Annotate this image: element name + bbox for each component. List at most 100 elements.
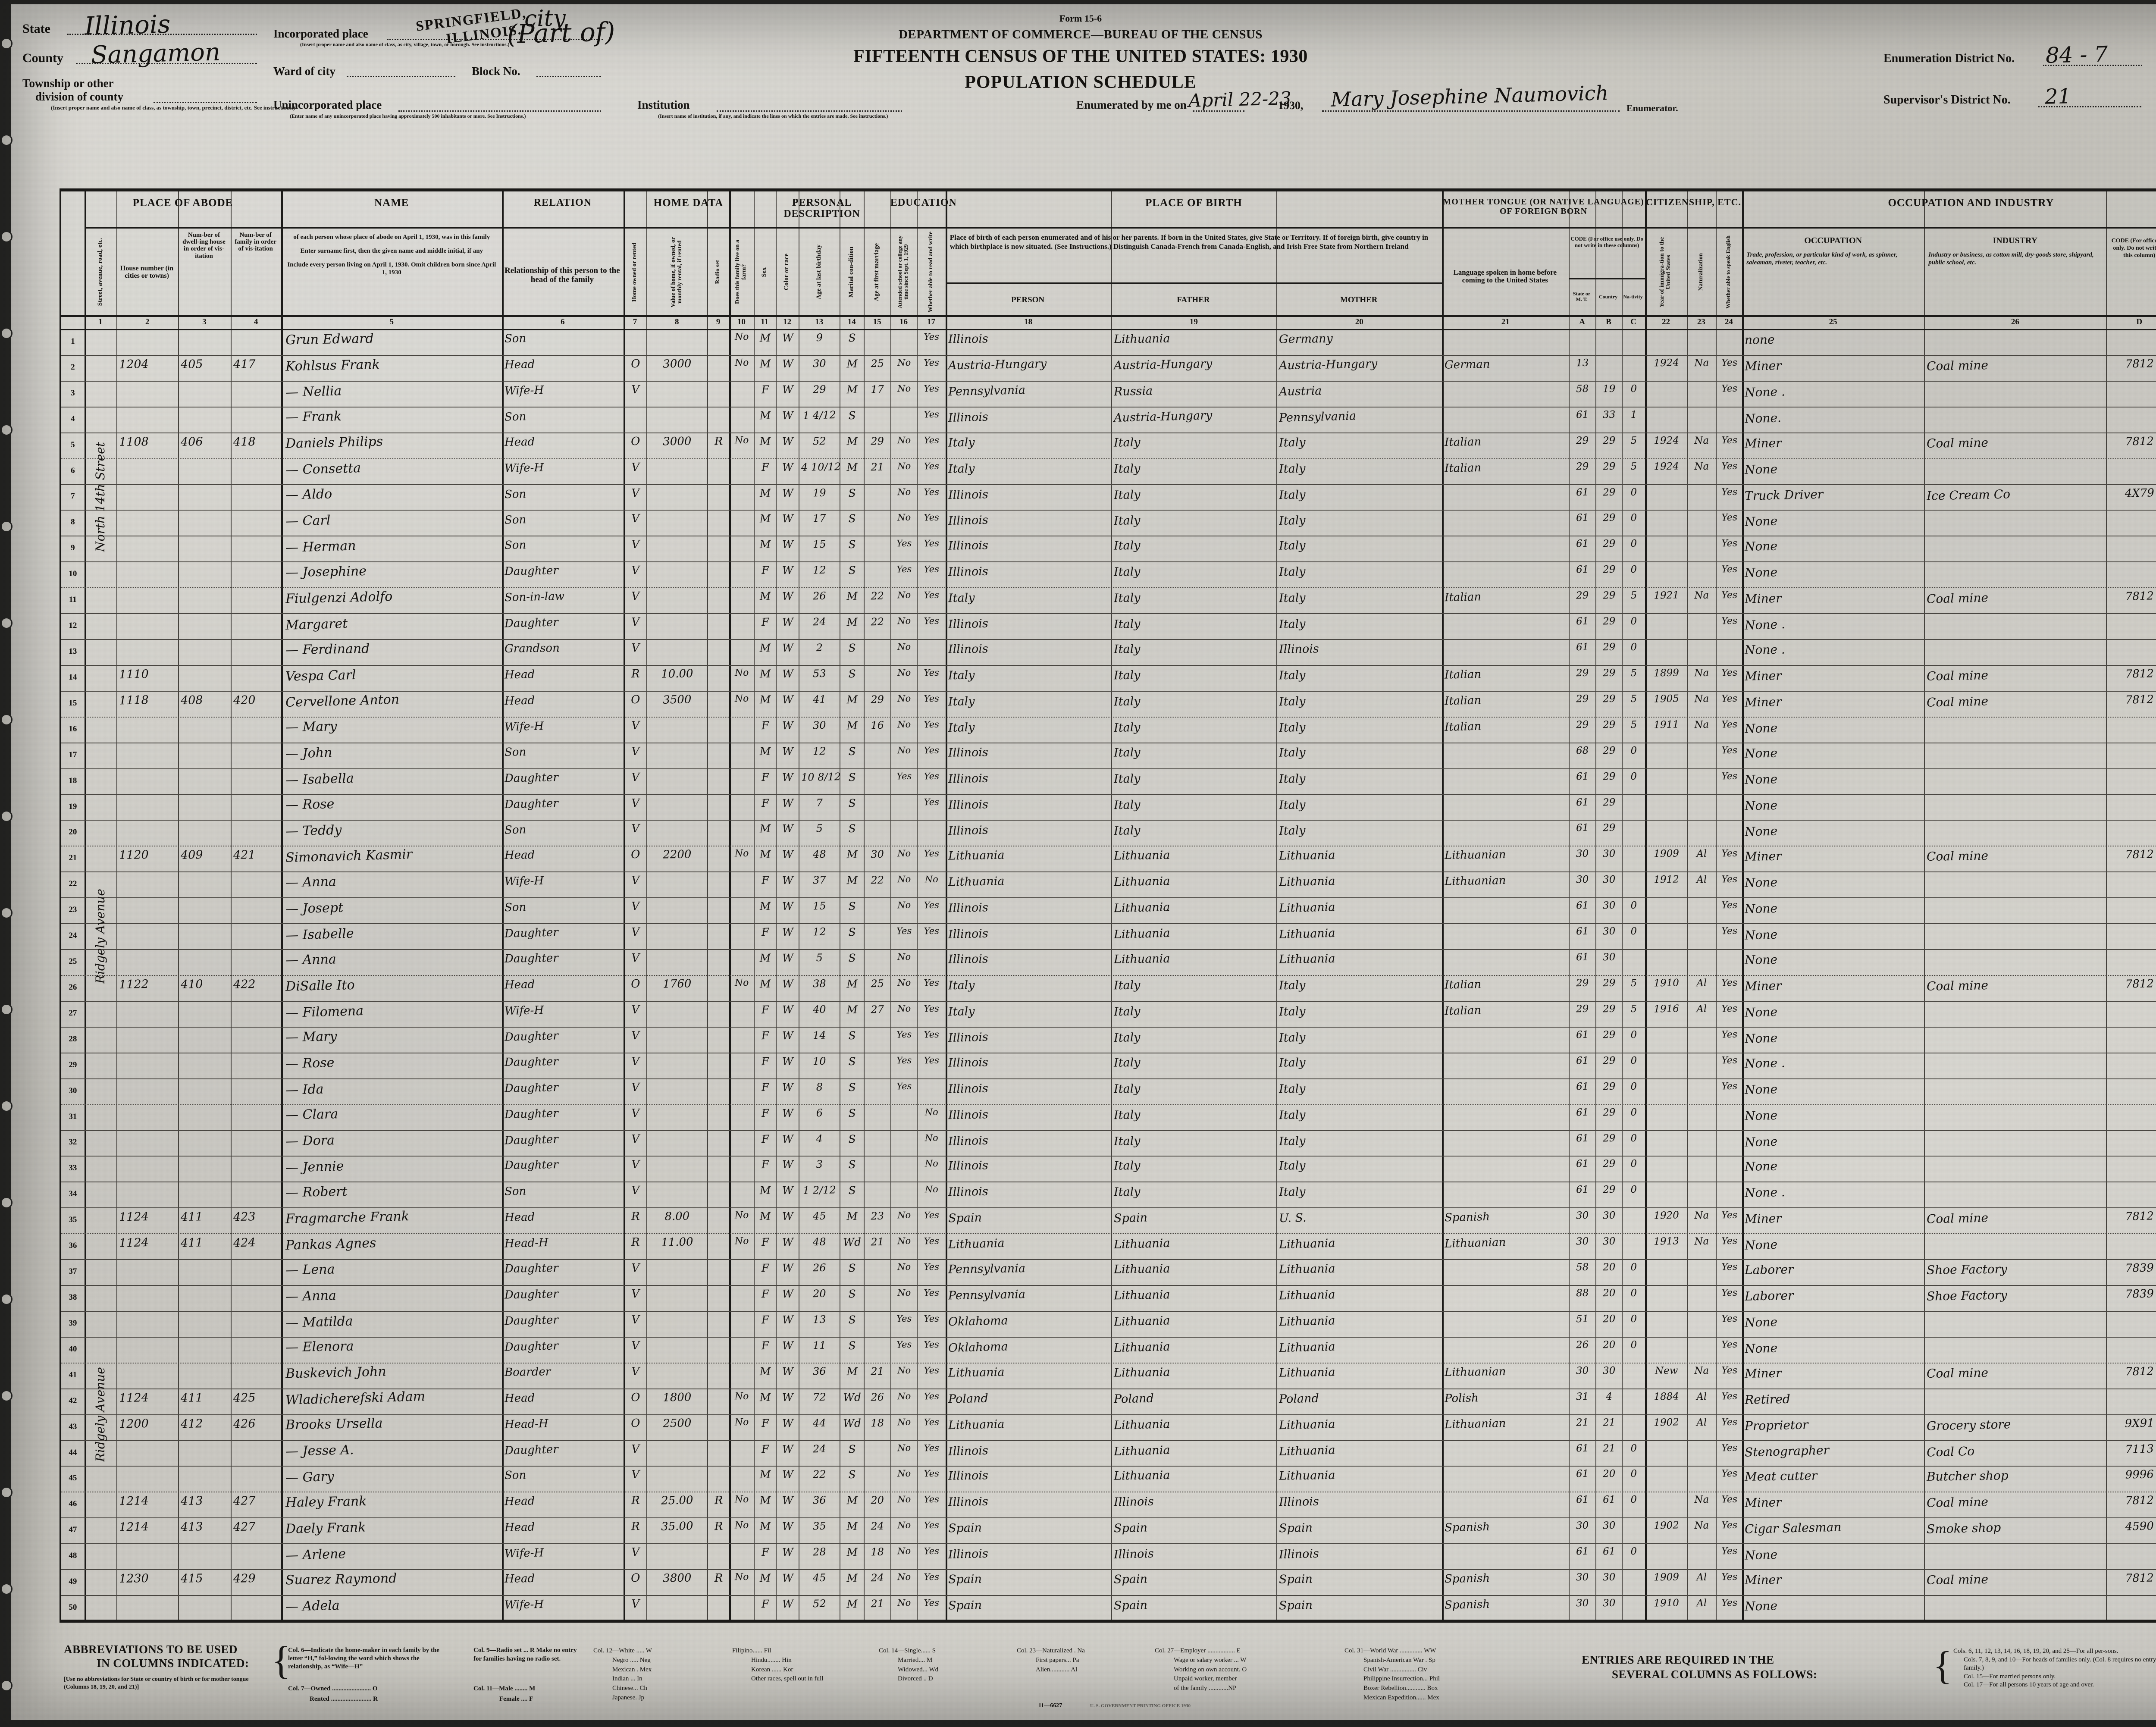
cell-fpob: Italy [1113,771,1141,786]
cell-tong: Italian [1444,1004,1482,1018]
cell-occ: None [1744,875,1778,890]
sd-rule [2038,106,2141,107]
cell-own: R [631,1210,640,1223]
row-number: 6 [71,466,75,475]
col-number-sex: 11 [761,317,769,326]
cell-cc: 0 [1630,925,1637,937]
col-header-text-imm: Year of immigra-tion to the United State… [1659,237,1672,307]
cell-race: W [782,1597,793,1611]
name-header-line-1: of each person whose place of abode on A… [293,234,490,241]
entries-title-1: ENTRIES ARE REQUIRED IN THE [1582,1653,1774,1666]
cell-fam: 424 [233,1236,256,1250]
cell-read: Yes [924,1029,940,1040]
cell-nat: Al [1696,874,1707,886]
cell-code: 4X79 [2125,486,2155,500]
footer-col12-item-4: Chinese... Ch [612,1685,647,1692]
cell-own: O [630,848,640,862]
row-number: 14 [69,672,77,682]
row-number: 39 [69,1318,77,1328]
cell-eng: Yes [1721,925,1738,937]
cell-mpob: Austria [1279,384,1322,399]
cell-race: W [782,900,793,913]
cell-code: 7812 [2125,1571,2154,1585]
cell-race: W [782,1158,793,1171]
cell-sch: No [897,1210,911,1221]
cell-agem: 24 [871,1520,884,1533]
sprocket-hole [2,908,11,918]
cell-farm: No [734,1520,749,1531]
cell-fpob: Lithuania [1113,874,1170,889]
row-number: 29 [69,1060,77,1069]
cell-tong: Spanish [1444,1210,1490,1225]
cell-occ: Laborer [1744,1262,1794,1277]
cell-mpob: Italy [1279,1081,1306,1096]
cell-imm: 1916 [1653,1003,1680,1015]
cell-cb: 30 [1602,1571,1616,1583]
cell-own: V [631,1442,640,1456]
col-header-text-age: Age at last birthday [815,244,822,300]
cell-sch: No [897,1597,911,1608]
cell-mar: M [846,1571,858,1585]
cell-cc: 5 [1630,667,1637,679]
cell-race: W [782,589,793,603]
cell-own: V [631,1081,640,1094]
col-header-cb: Country [1597,281,1620,313]
street-annotation-text: Ridgely Avenue [93,888,108,984]
cell-nat: Na [1694,693,1709,705]
cell-mar: S [848,538,856,551]
cell-pob: Oklahoma [948,1314,1008,1329]
cell-imm: 1910 [1654,977,1680,989]
cell-pob: Illinois [948,642,988,656]
footer-brace-right: { [1933,1643,1952,1687]
cell-age: 26 [813,589,827,602]
cell-fpob: Italy [1113,1056,1141,1070]
col-header-agem: Age at first marriage [865,232,888,313]
cell-sex: M [759,1571,771,1585]
cell-rel: Head [504,1495,535,1508]
group-title-underline [84,227,2156,229]
row-number: 11 [69,595,77,605]
cell-occ: None [1744,1237,1778,1253]
cell-mpob: Lithuania [1279,1365,1335,1380]
cell-occ: None . [1744,384,1786,400]
cell-occ: None [1744,1134,1778,1150]
cell-name: — Teddy [285,822,342,839]
cell-house: 1230 [119,1572,149,1586]
grid-rowline [61,510,2156,511]
col-header-text-pob: PERSON [1011,295,1045,304]
grid-rowline [61,1595,2156,1596]
cell-cb: 30 [1602,925,1616,937]
cell-age: 12 [813,925,827,938]
cell-race: W [782,1287,793,1301]
cell-read: Yes [924,1365,940,1376]
entries-item-1: Cols. 7, 8, 9, and 10—For heads of famil… [1964,1656,2156,1672]
cell-sch: No [897,615,911,627]
cell-rel: Son [504,1185,526,1198]
cell-eng: Yes [1721,357,1738,369]
sheet-header: State Illinois County Sangamon Township … [11,4,2156,185]
col-header-eng: Whether able to speak English [1717,232,1740,313]
cell-sex: M [759,538,771,551]
cell-tong: Lithuanian [1444,848,1506,862]
cell-fpob: Lithuania [1113,1340,1170,1355]
cell-farm: No [734,435,749,446]
cell-tong: Italian [1444,720,1482,734]
cell-pob: Austria-Hungary [948,357,1047,373]
footer-col31-item-5: Mexican Expedition...... Mex [1363,1694,1439,1701]
cell-own: V [631,1029,640,1043]
cell-rel: Wife-H [504,719,544,734]
cell-imm: 1910 [1654,1597,1680,1609]
cell-sch: No [897,461,911,471]
col-header-nat: Naturalization [1688,232,1714,313]
footer-col12-item-1: Negro ..... Neg [612,1656,651,1664]
cell-occ: None [1744,1108,1778,1123]
cell-age: 45 [813,1210,827,1222]
row-number: 25 [69,957,77,966]
grid-vline [116,190,117,1621]
row-number: 17 [69,750,77,759]
cell-ind: Smoke shop [1926,1520,2001,1536]
cell-fpob: Illinois [1113,1547,1154,1562]
col-header-text-mpob: MOTHER [1340,295,1378,304]
cell-rel: Daughter [504,1313,559,1328]
institution-note: (Insert name of institution, if any, and… [658,113,888,119]
